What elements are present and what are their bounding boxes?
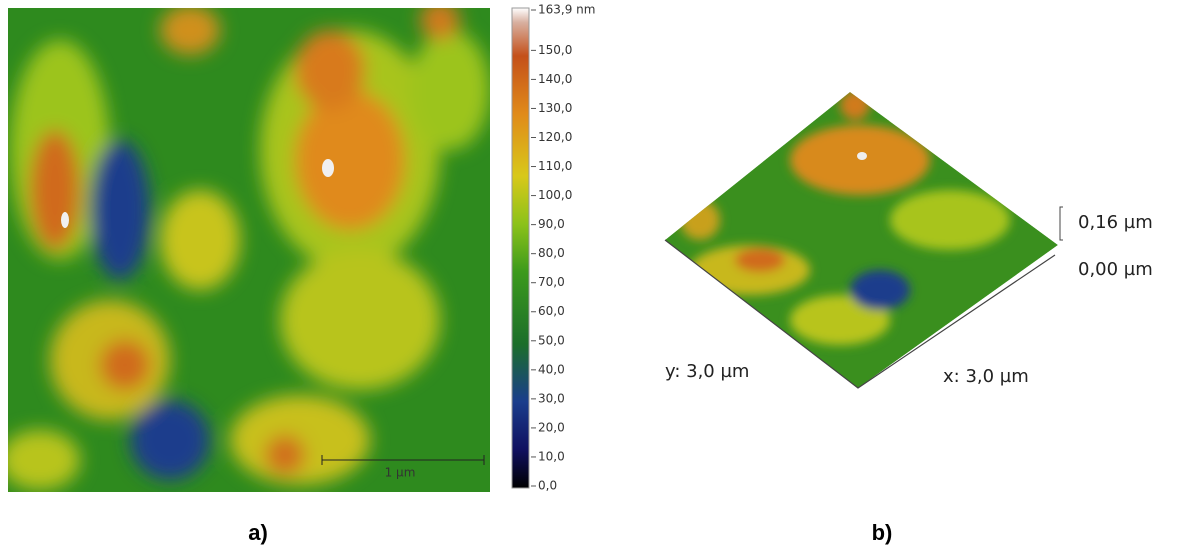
afm-3d-surface: 0,16 µm 0,00 µm y: 3,0 µm x: 3,0 µm xyxy=(664,92,1153,389)
colorbar-tick-label: 163,9 nm xyxy=(538,3,595,17)
colorbar-tick-label: 80,0 xyxy=(538,246,565,260)
colorbar-tick-label: 130,0 xyxy=(538,101,572,115)
colorbar-tick-label: 100,0 xyxy=(538,188,572,202)
colorbar-tick-label: 140,0 xyxy=(538,72,572,86)
colorbar-tick-label: 60,0 xyxy=(538,304,565,318)
colorbar-tick-label: 20,0 xyxy=(538,420,565,434)
colorbar-tick-label: 110,0 xyxy=(538,159,572,173)
y-axis-label: y: 3,0 µm xyxy=(665,361,749,382)
colorbar xyxy=(511,7,530,489)
colorbar-tick-label: 30,0 xyxy=(538,391,565,405)
scale-bar-label: 1 µm xyxy=(385,466,416,480)
colorbar-tick-label: 150,0 xyxy=(538,43,572,57)
x-axis-label: x: 3,0 µm xyxy=(943,366,1029,387)
colorbar-tick-label: 90,0 xyxy=(538,217,565,231)
colorbar-ticks: 163,9 nm 150,0 140,0 130,0 120,0 110,0 100,0 90… xyxy=(531,3,595,493)
colorbar-tick-label: 50,0 xyxy=(538,333,565,347)
afm-height-map: 1 µm xyxy=(8,8,490,492)
panel-label: b) xyxy=(872,520,893,545)
z-top-label: 0,16 µm xyxy=(1078,212,1153,233)
colorbar-tick-label: 120,0 xyxy=(538,130,572,144)
colorbar-tick-label: 70,0 xyxy=(538,275,565,289)
panel-label: a) xyxy=(248,520,268,545)
z-bottom-label: 0,00 µm xyxy=(1078,259,1153,280)
colorbar-tick-label: 0,0 xyxy=(538,479,557,493)
colorbar-tick-label: 40,0 xyxy=(538,362,565,376)
colorbar-tick-label: 10,0 xyxy=(538,449,565,463)
